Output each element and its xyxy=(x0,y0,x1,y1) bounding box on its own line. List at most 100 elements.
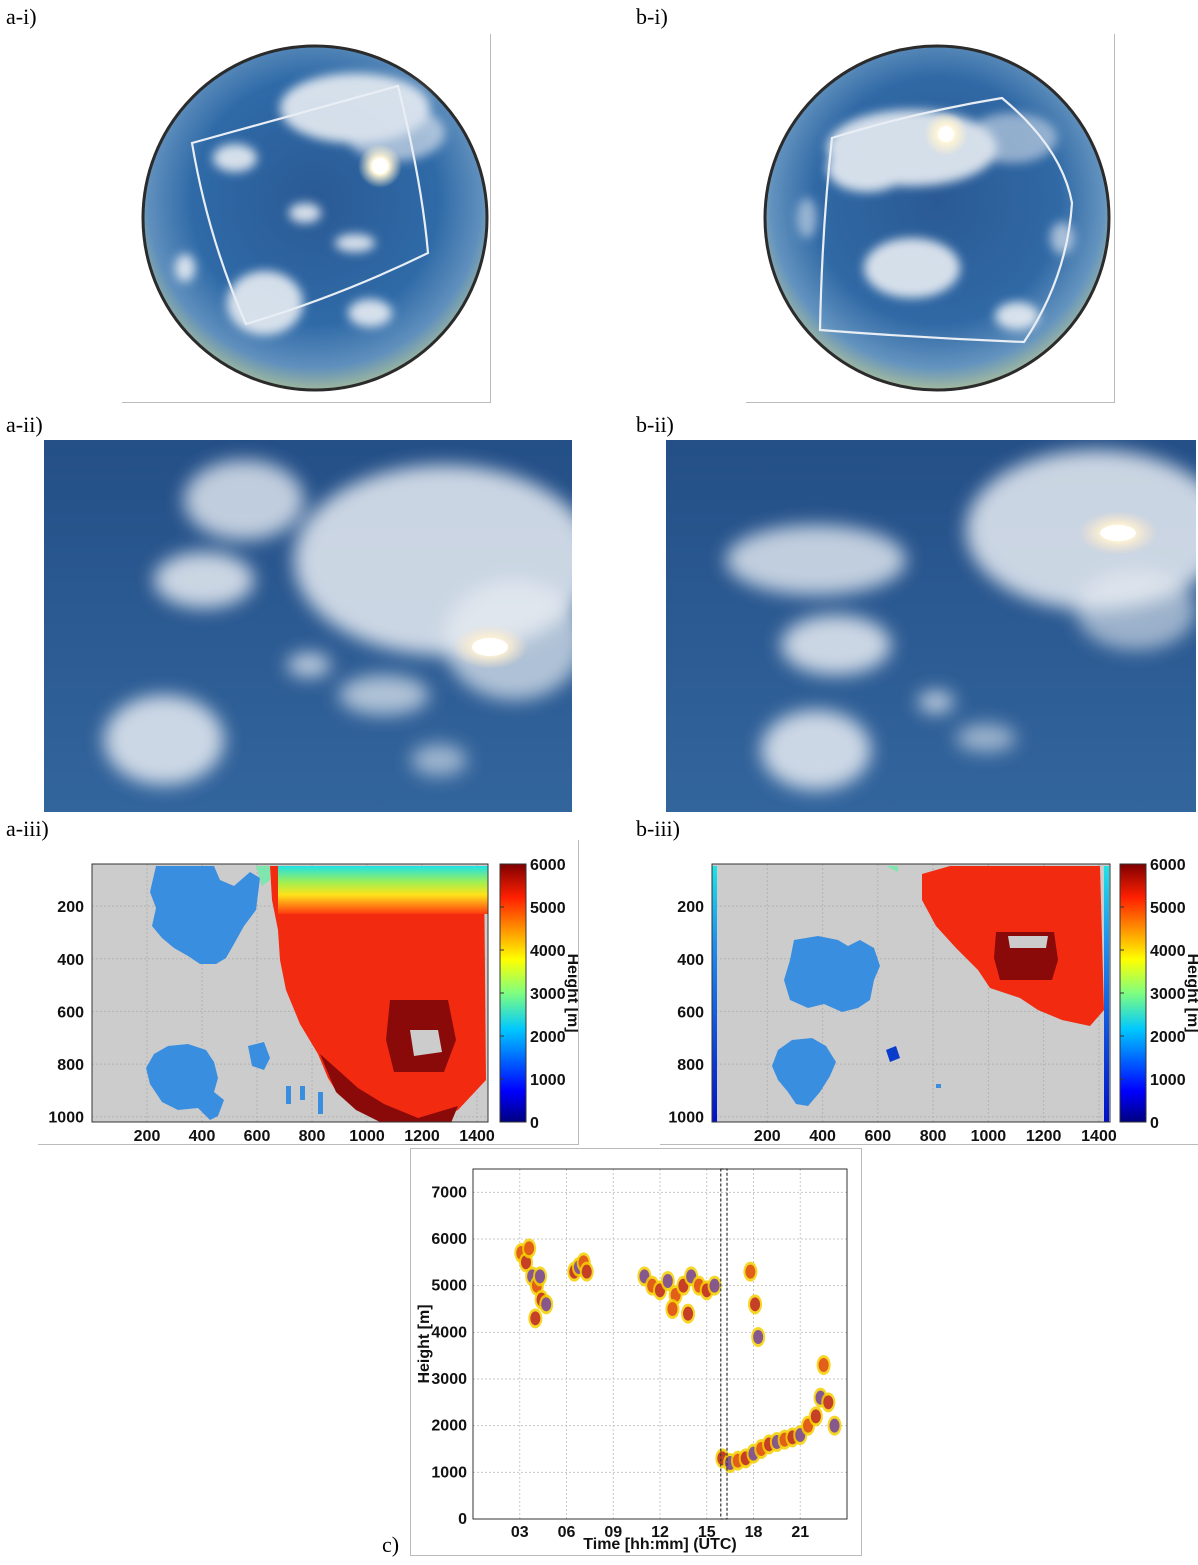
colorbar-tick-label: 0 xyxy=(530,1115,539,1132)
x-tick-label: 400 xyxy=(809,1128,836,1144)
y-tick-label: 6000 xyxy=(431,1231,467,1248)
x-tick-label: 1200 xyxy=(404,1128,440,1144)
clear-patch xyxy=(410,1030,442,1056)
frame-b-iii xyxy=(660,840,1198,1145)
x-tick-label: 12 xyxy=(651,1524,669,1541)
colorbar-a-iii xyxy=(499,863,527,1123)
data-point xyxy=(753,1330,764,1344)
fisheye-image-a-i xyxy=(141,44,489,392)
colorbar-tick-label: 5000 xyxy=(530,900,566,917)
data-point xyxy=(818,1358,829,1372)
x-tick-label: 800 xyxy=(299,1128,326,1144)
x-tick-label: 18 xyxy=(745,1524,763,1541)
colorbar-tick-label: 2000 xyxy=(1150,1029,1186,1046)
frame-b-i xyxy=(746,34,1115,403)
y-tick-label: 200 xyxy=(57,899,84,916)
data-point xyxy=(810,1409,821,1424)
highlight-window xyxy=(720,1168,728,1520)
colorbar-tick-label: 5000 xyxy=(1150,900,1186,917)
frame-c xyxy=(410,1148,862,1556)
cloud-region-low-4 xyxy=(936,1084,941,1088)
x-tick-label: 21 xyxy=(791,1524,809,1541)
colorbar-tick-label: 4000 xyxy=(530,943,566,960)
plot-area-c xyxy=(473,1169,847,1519)
x-tick-label: 1000 xyxy=(349,1128,385,1144)
data-point xyxy=(662,1274,673,1288)
data-point xyxy=(829,1418,840,1433)
cloud-region-low-3 xyxy=(248,1042,270,1070)
cloud-region-low-2 xyxy=(146,1044,224,1120)
colorbar-tick-label: 6000 xyxy=(1150,857,1186,874)
x-tick-label: 1200 xyxy=(1026,1128,1062,1144)
edge-strip-right xyxy=(1104,866,1109,1122)
x-tick-label: 15 xyxy=(698,1524,716,1541)
time-height-plot-c: 03 06 09 12 15 18 21 0 1000 2000 3000 4000 5000 6000… xyxy=(416,1168,848,1553)
x-tick-label: 1400 xyxy=(459,1128,495,1144)
colorbar-tick-label: 2000 xyxy=(530,1029,566,1046)
data-point xyxy=(530,1311,541,1326)
colorbar-tick-label: 0 xyxy=(1150,1115,1159,1132)
edge-strip-left xyxy=(712,866,717,1122)
cloud-region-low-2 xyxy=(772,1038,836,1106)
x-tick-label: 400 xyxy=(189,1128,216,1144)
x-tick-label: 1400 xyxy=(1081,1128,1117,1144)
cloud-region-low-5 xyxy=(300,1086,305,1100)
data-point xyxy=(667,1302,678,1316)
data-point xyxy=(541,1297,552,1312)
data-point xyxy=(745,1264,756,1279)
cloud-region-low-3 xyxy=(886,1046,900,1062)
y-tick-label: 1000 xyxy=(668,1110,704,1127)
colorbar-tick-label: 1000 xyxy=(1150,1072,1186,1089)
cloud-region-low-6 xyxy=(318,1092,323,1114)
data-point xyxy=(581,1264,592,1279)
panel-label-c: c) xyxy=(382,1532,400,1557)
y-tick-label: 4000 xyxy=(431,1324,467,1341)
data-point xyxy=(750,1297,761,1312)
panel-label-b-iii: b-iii) xyxy=(636,816,680,841)
cloud-region-dark-rim xyxy=(320,1054,458,1122)
projected-image-a-ii xyxy=(44,440,572,812)
y-tick-label: 800 xyxy=(677,1057,704,1074)
y-tick-label: 1000 xyxy=(431,1464,467,1481)
height-map-a-iii: 200 400 600 800 1000 1200 1400 200 400 600 800 100… xyxy=(48,857,578,1144)
y-tick-label: 400 xyxy=(677,952,704,969)
y-tick-label: 1000 xyxy=(48,1110,84,1127)
y-tick-label: 200 xyxy=(677,899,704,916)
data-point xyxy=(823,1395,834,1410)
cloud-region-low-4 xyxy=(286,1086,291,1104)
y-axis-label: Height [m] xyxy=(416,1304,433,1383)
colorbar-label-a-iii: Height [m] xyxy=(564,953,578,1032)
y-tick-label: 7000 xyxy=(431,1184,467,1201)
x-tick-label: 800 xyxy=(920,1128,947,1144)
y-tick-label: 400 xyxy=(57,952,84,969)
x-axis-label: Time [hh:mm] (UTC) xyxy=(583,1536,736,1553)
x-tick-label: 200 xyxy=(754,1128,781,1144)
fisheye-image-b-i xyxy=(763,44,1111,392)
colorbar-b-iii xyxy=(1119,863,1147,1123)
x-tick-label: 1000 xyxy=(971,1128,1007,1144)
x-tick-label: 03 xyxy=(511,1524,529,1541)
x-tick-label: 09 xyxy=(604,1524,622,1541)
cloud-region-low-1 xyxy=(784,936,880,1012)
panel-label-a-ii: a-ii) xyxy=(6,412,43,437)
x-tick-label: 200 xyxy=(134,1128,161,1144)
panel-label-a-iii: a-iii) xyxy=(6,816,49,841)
frame-a-i xyxy=(122,34,491,403)
cloud-region-mid xyxy=(886,866,898,872)
data-point xyxy=(520,1255,531,1270)
data-point xyxy=(709,1278,720,1293)
colorbar-tick-label: 4000 xyxy=(1150,943,1186,960)
projected-image-b-ii xyxy=(666,440,1196,812)
x-tick-label: 06 xyxy=(558,1524,576,1541)
y-tick-label: 3000 xyxy=(431,1371,467,1388)
cloud-region-mid xyxy=(256,866,270,886)
colorbar-tick-label: 6000 xyxy=(530,857,566,874)
x-tick-label: 600 xyxy=(244,1128,271,1144)
y-tick-label: 600 xyxy=(677,1004,704,1021)
cloud-region-low-1 xyxy=(150,866,260,964)
y-tick-label: 0 xyxy=(458,1511,467,1528)
y-tick-label: 2000 xyxy=(431,1418,467,1435)
colorbar-tick-label: 3000 xyxy=(530,986,566,1003)
colorbar-tick-label: 1000 xyxy=(530,1072,566,1089)
data-point xyxy=(683,1306,694,1321)
